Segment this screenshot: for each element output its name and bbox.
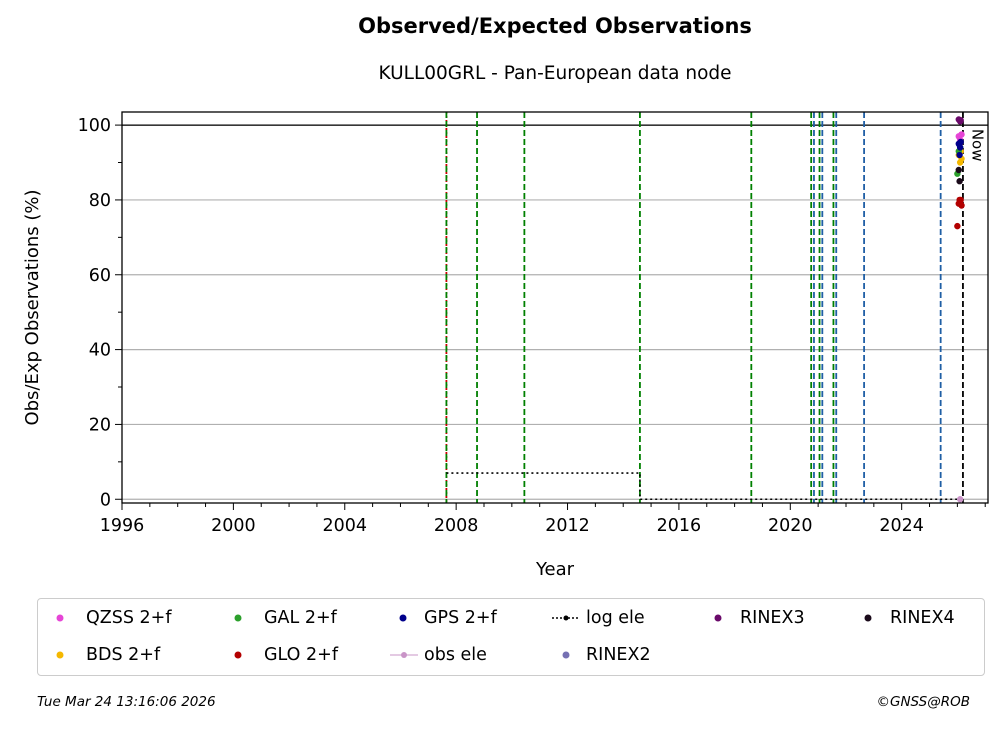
y-tick-label: 80 — [89, 191, 111, 211]
legend-marker-gal — [234, 614, 242, 622]
legend-label-rinex4: RINEX4 — [890, 608, 955, 628]
legend: QZSS 2+f BDS 2+f GAL 2+f GLO 2+f GPS 2+f… — [37, 598, 985, 676]
y-tick-label: 20 — [89, 415, 111, 435]
legend-item-rinex3: RINEX3 — [706, 606, 805, 630]
x-tick-label: 2016 — [657, 516, 702, 536]
legend-marker-log-ele — [552, 615, 580, 621]
footer-timestamp: Tue Mar 24 13:16:06 2026 — [37, 694, 216, 710]
x-tick-label: 2008 — [434, 516, 479, 536]
legend-item-rinex2: RINEX2 — [552, 643, 651, 667]
data-point-rinex3 — [957, 117, 964, 124]
legend-marker-qzss — [56, 614, 64, 622]
legend-item-bds: BDS 2+f — [52, 643, 160, 667]
legend-marker-rinex4 — [864, 614, 872, 622]
y-tick-label: 100 — [78, 116, 111, 136]
legend-marker-glo — [234, 651, 242, 659]
data-point-glo-2-f — [957, 196, 964, 204]
y-axis-label: Obs/Exp Observations (%) — [22, 189, 43, 425]
legend-label-rinex3: RINEX3 — [740, 608, 805, 628]
legend-marker-gps — [399, 614, 407, 622]
x-tick-label: 2004 — [322, 516, 367, 536]
y-tick-label: 60 — [89, 266, 111, 286]
legend-label-gal: GAL 2+f — [264, 608, 337, 628]
chart-title: Observed/Expected Observations — [358, 14, 752, 38]
legend-item-rinex4: RINEX4 — [856, 606, 955, 630]
data-point-glo-2-f — [958, 202, 965, 209]
log-ele-line — [446, 472, 963, 501]
legend-label-qzss: QZSS 2+f — [86, 608, 172, 628]
now-label: Now — [968, 129, 986, 162]
legend-item-log-ele: log ele — [552, 606, 645, 630]
x-tick-label: 2020 — [768, 516, 813, 536]
legend-label-log-ele: log ele — [586, 608, 645, 628]
x-tick-label: 2024 — [879, 516, 924, 536]
legend-label-rinex2: RINEX2 — [586, 645, 651, 665]
legend-label-bds: BDS 2+f — [86, 645, 161, 665]
legend-marker-bds — [56, 651, 64, 659]
data-point-rinex4 — [956, 178, 963, 185]
legend-marker-rinex3 — [714, 614, 722, 622]
x-tick-label: 2000 — [211, 516, 256, 536]
legend-item-gps: GPS 2+f — [390, 606, 497, 630]
x-tick-label: 2012 — [545, 516, 590, 536]
legend-item-qzss: QZSS 2+f — [52, 606, 172, 630]
footer-credit: ©GNSS@ROB — [876, 694, 971, 710]
data-point-obs-ele — [956, 496, 964, 503]
plot-frame — [121, 111, 989, 504]
legend-item-obs-ele: obs ele — [390, 643, 487, 667]
legend-item-glo: GLO 2+f — [230, 643, 338, 667]
y-tick-label: 40 — [89, 341, 111, 361]
data-point-qzss-2-f — [958, 131, 965, 138]
data-point-glo-2-f — [954, 222, 961, 230]
legend-marker-obs-ele — [390, 652, 418, 658]
chart-subtitle: KULL00GRL - Pan-European data node — [378, 63, 732, 84]
data-point-rinex4 — [955, 166, 962, 174]
x-axis-label: Year — [535, 559, 575, 580]
legend-item-gal: GAL 2+f — [230, 606, 337, 630]
legend-label-gps: GPS 2+f — [424, 608, 497, 628]
legend-label-glo: GLO 2+f — [264, 645, 338, 665]
legend-marker-rinex2 — [562, 651, 570, 659]
x-tick-label: 1996 — [100, 516, 145, 536]
legend-label-obs-ele: obs ele — [424, 645, 487, 665]
data-point-gps-2-f — [956, 151, 963, 159]
data-point-gps-2-f — [956, 144, 964, 151]
y-tick-label: 0 — [100, 490, 111, 510]
data-point-gps-2-f — [957, 138, 964, 146]
